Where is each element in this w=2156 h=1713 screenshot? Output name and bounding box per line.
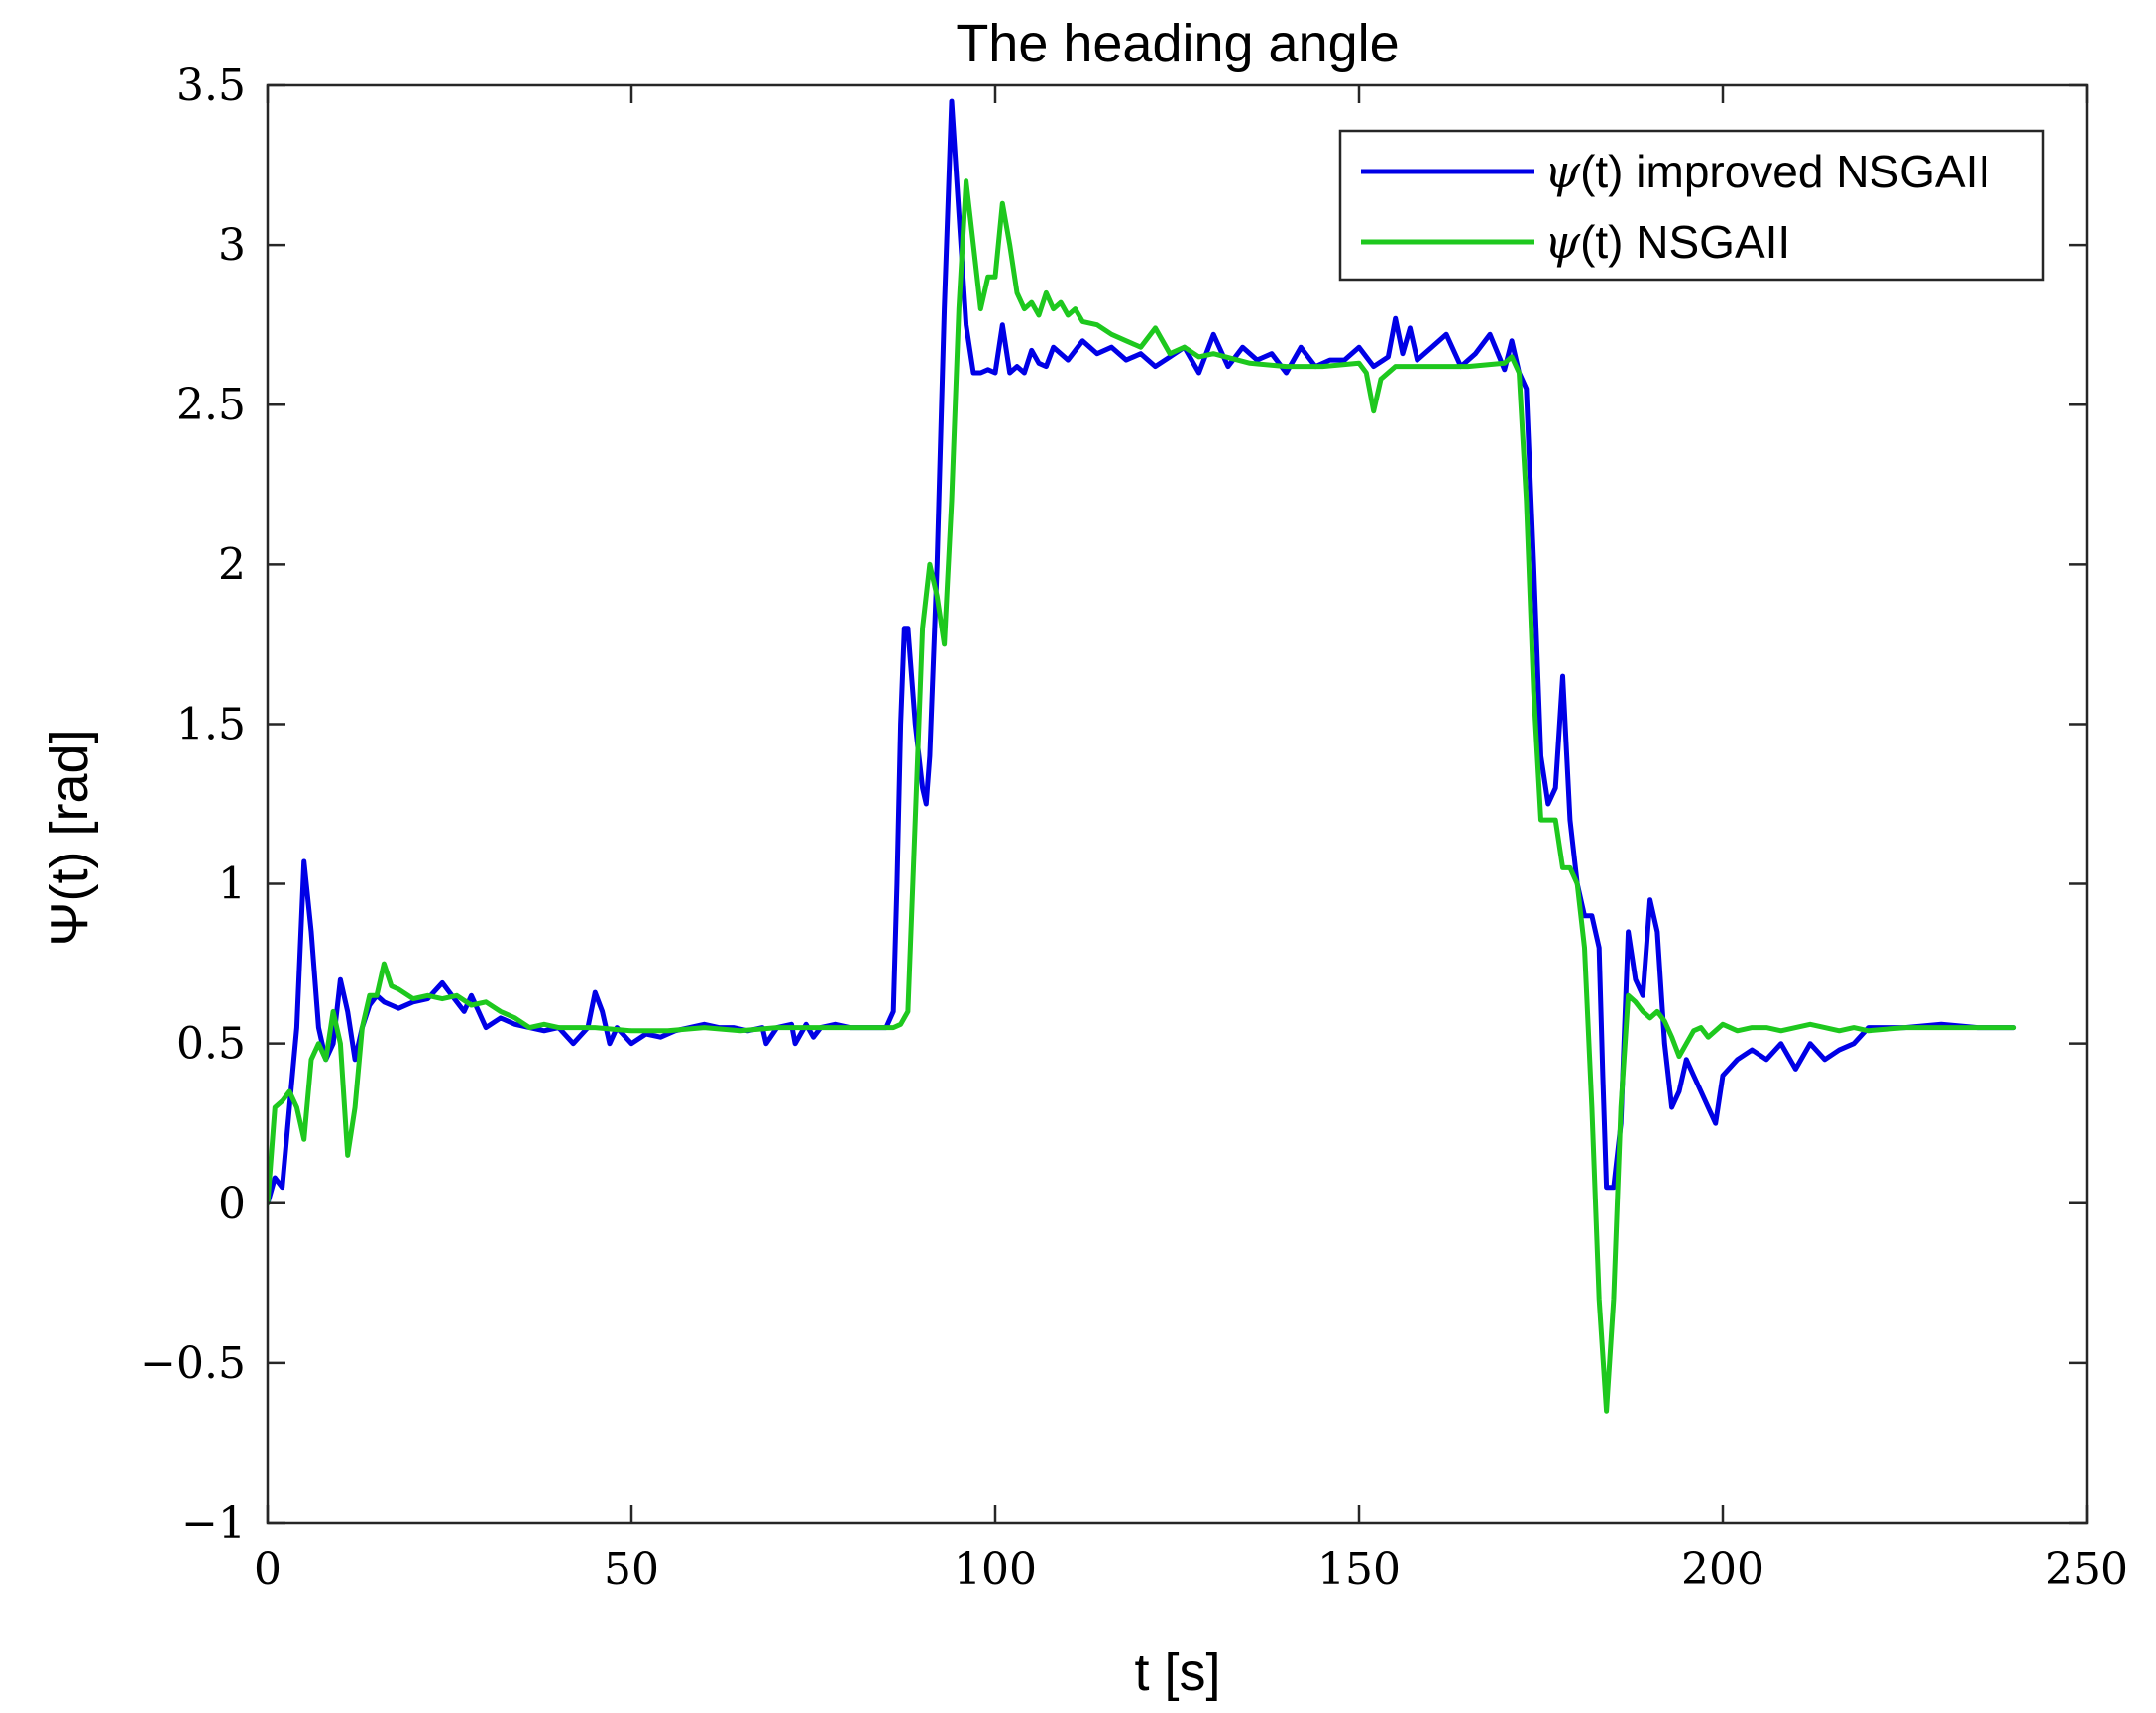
x-tick-label: 200: [1681, 1544, 1764, 1595]
y-tick-label: −0.5: [140, 1338, 246, 1389]
y-tick-label: 2: [218, 539, 246, 590]
y-axis-label: Ψ(t) [rad]: [40, 729, 99, 946]
legend-label-improved: ψ(t) improved NSGAII: [1544, 145, 1990, 198]
y-tick-label: 0: [218, 1179, 246, 1229]
legend-box: [1338, 129, 2045, 282]
ticks-layer: 0 50 100 150 200 250 −1 −0.5 0 0.5 1 1.5 2 2.5 3 3.5: [140, 60, 2128, 1595]
x-tick-label: 100: [954, 1544, 1037, 1595]
series-layer: [268, 98, 2017, 1414]
x-tick-label: 0: [254, 1544, 282, 1595]
y-tick-label: 2.5: [176, 380, 246, 430]
y-tick-label: 3.5: [176, 60, 246, 111]
series-line-improved-nsgaii: [268, 98, 2017, 1206]
y-tick-label: 1.5: [176, 699, 246, 749]
y-tick-label: 1: [218, 859, 246, 910]
series-line-nsgaii: [268, 178, 2017, 1414]
x-axis-label: t [s]: [1134, 1643, 1220, 1702]
y-tick-label: 0.5: [176, 1019, 246, 1070]
y-tick-label: 3: [218, 220, 246, 271]
y-tick-label: −1: [181, 1498, 246, 1548]
chart-title: The heading angle: [956, 14, 1399, 73]
x-tick-label: 50: [604, 1544, 659, 1595]
x-tick-label: 250: [2045, 1544, 2128, 1595]
x-tick-label: 150: [1317, 1544, 1401, 1595]
legend: ψ(t) improved NSGAII ψ(t) NSGAII: [1338, 129, 2045, 282]
legend-label-nsgaii: ψ(t) NSGAII: [1544, 215, 1790, 269]
plot-frame: [266, 83, 2089, 1525]
